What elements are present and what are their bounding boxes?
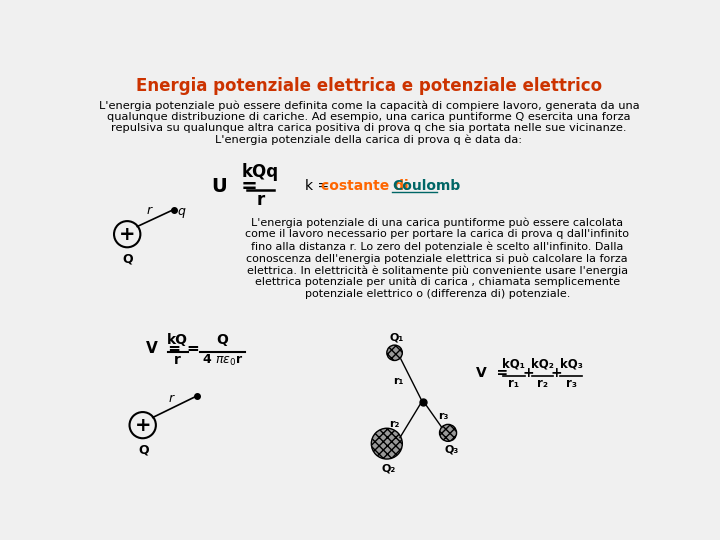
Text: kQ: kQ [167, 333, 188, 347]
Text: r₃: r₃ [566, 377, 577, 390]
Text: kQ₂: kQ₂ [531, 357, 554, 370]
Text: r: r [256, 191, 265, 209]
Text: Coulomb: Coulomb [392, 179, 461, 193]
Text: L'energia potenziale può essere definita come la capacità di compiere lavoro, ge: L'energia potenziale può essere definita… [99, 100, 639, 111]
Text: Q: Q [122, 253, 133, 266]
Text: r: r [147, 204, 152, 217]
Text: L'energia potenziale della carica di prova q è data da:: L'energia potenziale della carica di pro… [215, 135, 523, 145]
Text: 4 $\pi\varepsilon_0$r: 4 $\pi\varepsilon_0$r [202, 353, 243, 368]
Text: kQ₃: kQ₃ [560, 357, 582, 370]
Text: Q: Q [138, 444, 149, 457]
Text: elettrica. In elettricità è solitamente più conveniente usare l'energia: elettrica. In elettricità è solitamente … [247, 265, 628, 275]
Text: repulsiva su qualunque altra carica positiva di prova q che sia portata nelle su: repulsiva su qualunque altra carica posi… [112, 123, 626, 133]
Circle shape [372, 428, 402, 459]
Text: qualunque distribuzione di cariche. Ad esempio, una carica puntiforme Q esercita: qualunque distribuzione di cariche. Ad e… [107, 112, 631, 122]
Text: come il lavoro necessario per portare la carica di prova q dall'infinito: come il lavoro necessario per portare la… [246, 229, 629, 239]
Text: q: q [178, 205, 186, 218]
Text: r₁: r₁ [393, 375, 403, 386]
Text: conoscenza dell'energia potenziale elettrica si può calcolare la forza: conoscenza dell'energia potenziale elett… [246, 253, 628, 264]
Text: Q₁: Q₁ [390, 333, 404, 343]
Text: Q₃: Q₃ [444, 444, 458, 455]
Text: r₃: r₃ [438, 411, 449, 421]
Text: Q: Q [217, 333, 228, 347]
Circle shape [439, 424, 456, 441]
Text: kQ₁: kQ₁ [503, 357, 526, 370]
Text: r: r [174, 353, 181, 367]
Text: r: r [168, 392, 174, 405]
Text: L'energia potenziale di una carica puntiforme può essere calcolata: L'energia potenziale di una carica punti… [251, 217, 624, 228]
Text: potenziale elettrico o (differenza di) potenziale.: potenziale elettrico o (differenza di) p… [305, 289, 570, 299]
Text: r₂: r₂ [537, 377, 548, 390]
Text: +: + [119, 225, 135, 244]
Text: =: = [186, 341, 199, 356]
Text: +: + [135, 416, 151, 435]
Text: r₂: r₂ [389, 420, 400, 429]
Text: r₁: r₁ [508, 377, 519, 390]
Circle shape [387, 345, 402, 361]
Text: +: + [551, 366, 562, 380]
Text: Q₂: Q₂ [382, 464, 395, 474]
Text: fino alla distanza r. Lo zero del potenziale è scelto all'infinito. Dalla: fino alla distanza r. Lo zero del potenz… [251, 241, 624, 252]
Text: costante di: costante di [321, 179, 413, 193]
Text: k =: k = [305, 179, 334, 193]
Text: Energia potenziale elettrica e potenziale elettrico: Energia potenziale elettrica e potenzial… [136, 77, 602, 95]
Text: kQq: kQq [242, 163, 279, 181]
Text: V  =: V = [476, 366, 508, 380]
Text: V  =: V = [145, 341, 181, 356]
Text: U  =: U = [212, 177, 258, 196]
Text: +: + [522, 366, 534, 380]
Text: elettrica potenziale per unità di carica , chiamata semplicemente: elettrica potenziale per unità di carica… [255, 277, 620, 287]
